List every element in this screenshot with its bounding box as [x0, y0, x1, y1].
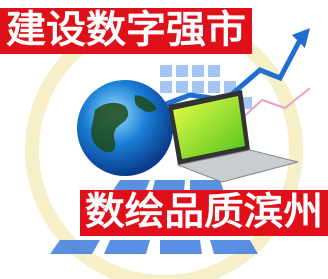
bottom-banner-text: 数绘品质滨州	[85, 190, 323, 234]
top-banner-text: 建设数字强市	[6, 8, 246, 52]
poster: 建设数字强市 数绘品质滨州	[0, 0, 328, 279]
